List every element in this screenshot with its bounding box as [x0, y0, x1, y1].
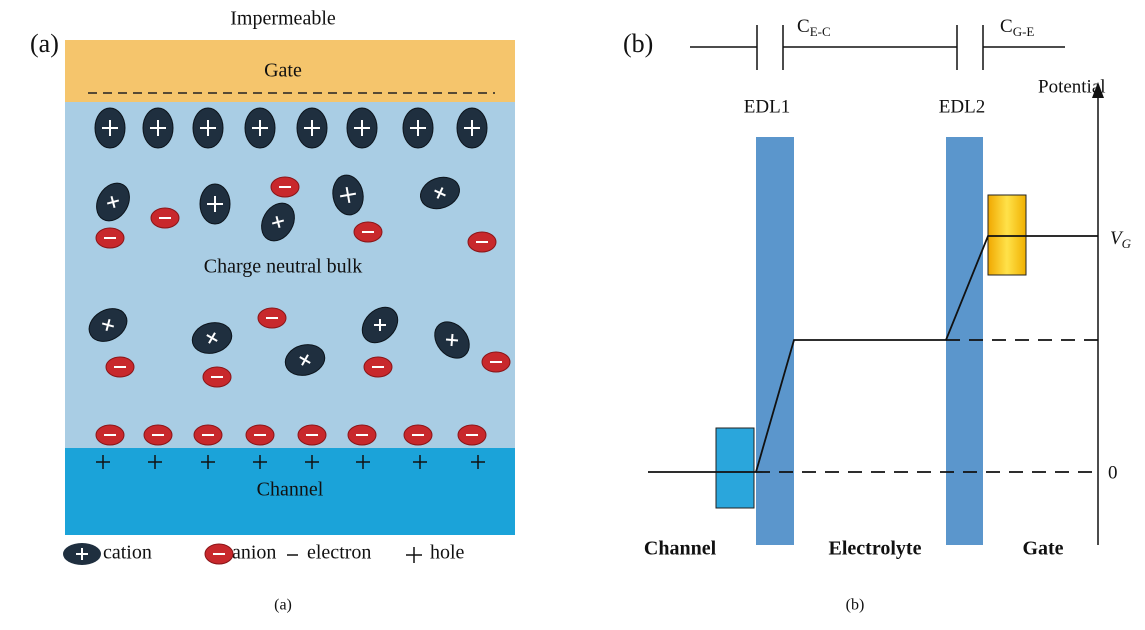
capacitor-ge-label: CG-E: [1000, 16, 1034, 39]
anion: [151, 208, 179, 228]
cation: [457, 108, 487, 148]
edl2-bar: [946, 137, 983, 545]
gate-label: Gate: [264, 60, 302, 82]
axis-label: Potential: [1038, 76, 1106, 97]
anion: [246, 425, 274, 445]
caption: (a): [274, 597, 292, 614]
vg-label: VG: [1110, 228, 1132, 251]
bottom-channel: Channel: [644, 538, 717, 560]
anion: [258, 308, 286, 328]
zero-label: 0: [1108, 462, 1118, 483]
anion: [144, 425, 172, 445]
anion: [106, 357, 134, 377]
channel-box: [716, 428, 754, 508]
legend-electron: electron: [307, 542, 371, 564]
anion: [298, 425, 326, 445]
symbol-line: [451, 334, 452, 346]
anion: [271, 177, 299, 197]
panel-label: (a): [30, 29, 59, 58]
legend: cation anion electron hole: [63, 542, 465, 565]
cation: [200, 184, 230, 224]
anion: [482, 352, 510, 372]
cation: [347, 108, 377, 148]
legend-anion: anion: [232, 542, 276, 564]
edl1-bar: [756, 137, 794, 545]
bottom-gate: Gate: [1022, 538, 1063, 560]
capacitor-ec-label: CE-C: [797, 16, 831, 39]
panel-label: (b): [623, 29, 653, 58]
cation: [143, 108, 173, 148]
anion: [364, 357, 392, 377]
anion: [468, 232, 496, 252]
anion: [205, 544, 233, 564]
subscript: G-E: [1013, 24, 1035, 39]
cation: [193, 108, 223, 148]
gate-box: [988, 195, 1026, 275]
anion: [348, 425, 376, 445]
anion: [96, 425, 124, 445]
anion: [404, 425, 432, 445]
edl1-label: EDL1: [744, 96, 790, 117]
cation-icon: [63, 543, 101, 565]
legend-cation: cation: [103, 542, 152, 564]
figure: (a) Impermeable Gate Charge neutral bulk…: [0, 0, 1145, 630]
edl2-label: EDL2: [939, 96, 985, 117]
caption: (b): [846, 597, 865, 614]
legend-hole: hole: [430, 542, 465, 564]
subscript: G: [1122, 236, 1132, 251]
cation: [245, 108, 275, 148]
anion: [203, 367, 231, 387]
anion: [458, 425, 486, 445]
bulk-label: Charge neutral bulk: [204, 256, 362, 278]
cation: [297, 108, 327, 148]
symbol: C: [797, 16, 810, 37]
subscript: E-C: [810, 24, 831, 39]
cation: [403, 108, 433, 148]
anion: [96, 228, 124, 248]
bottom-electrolyte: Electrolyte: [829, 538, 922, 560]
top-note: Impermeable: [230, 8, 336, 30]
anion: [354, 222, 382, 242]
anion: [194, 425, 222, 445]
symbol: C: [1000, 16, 1013, 37]
channel-label: Channel: [257, 479, 324, 501]
cation: [95, 108, 125, 148]
